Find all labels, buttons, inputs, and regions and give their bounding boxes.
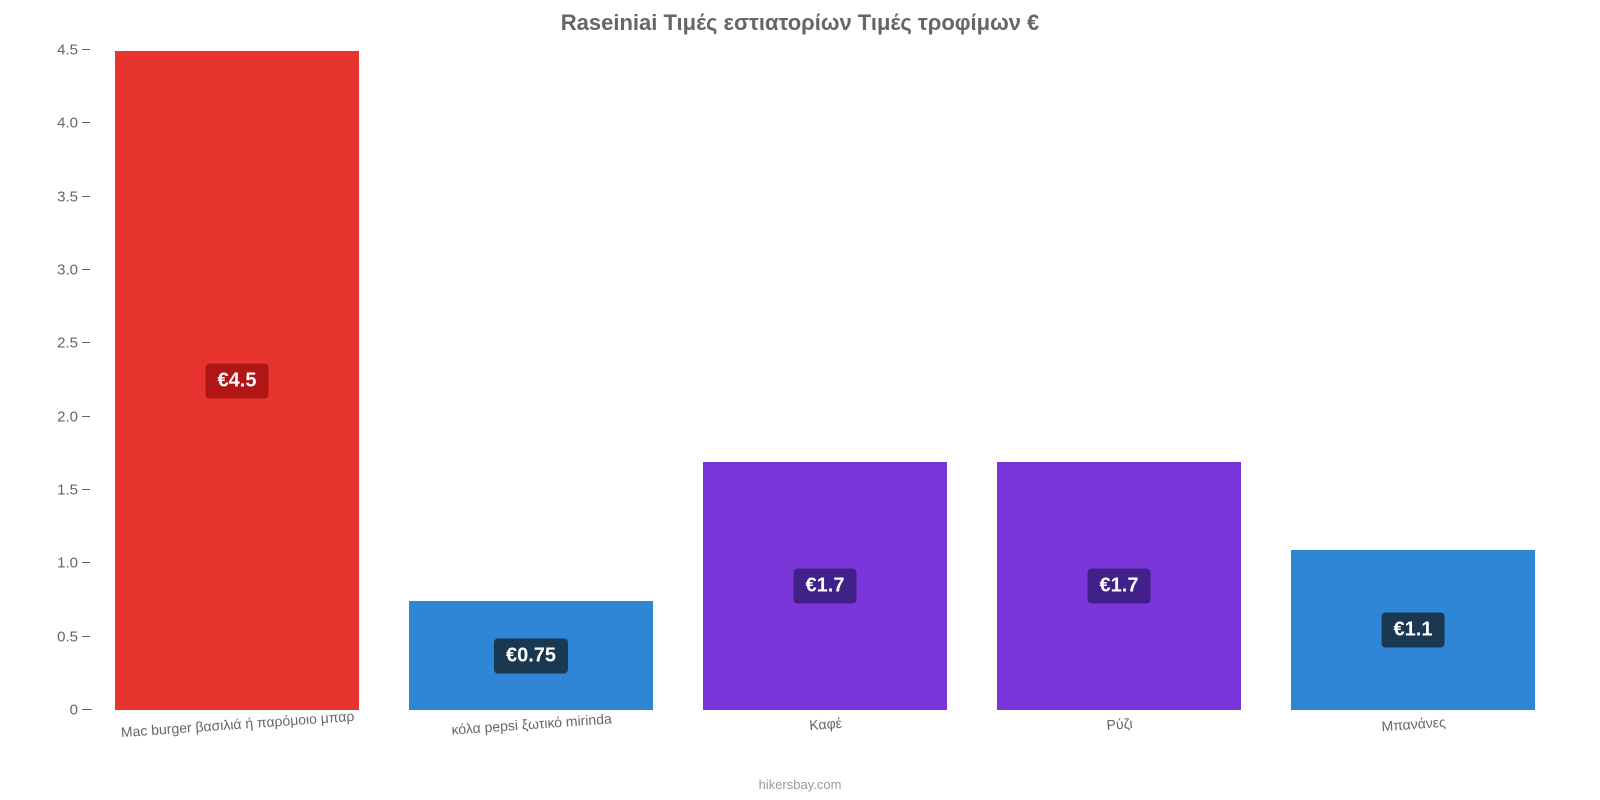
- bar: €1.1: [1290, 549, 1537, 710]
- bar: €1.7: [702, 461, 949, 710]
- x-axis-label: κόλα pepsi ξωτικό mirinda: [451, 710, 612, 737]
- y-tick-label: 0: [70, 702, 90, 719]
- bar: €1.7: [996, 461, 1243, 710]
- bar: €0.75: [408, 600, 655, 710]
- x-axis-label: Mac burger βασιλιά ή παρόμοιο μπαρ: [120, 708, 354, 740]
- x-axis-label: Ρύζι: [1106, 715, 1133, 733]
- credit-text: hikersbay.com: [759, 777, 842, 792]
- price-bar-chart: Raseiniai Τιμές εστιατορίων Τιμές τροφίμ…: [0, 0, 1600, 800]
- x-axis-label: Μπανάνες: [1381, 714, 1446, 734]
- y-tick-label: 1.5: [57, 482, 90, 499]
- y-tick-label: 1.0: [57, 555, 90, 572]
- x-label-slot: Ρύζι: [972, 710, 1266, 800]
- bar-slot: €0.75: [384, 50, 678, 710]
- x-label-slot: Mac burger βασιλιά ή παρόμοιο μπαρ: [90, 710, 384, 800]
- y-tick-label: 4.0: [57, 115, 90, 132]
- bars-area: €4.5 €0.75 €1.7 €1.7 €1.1: [90, 50, 1560, 710]
- x-label-slot: Μπανάνες: [1266, 710, 1560, 800]
- y-tick-label: 3.5: [57, 188, 90, 205]
- bar-slot: €4.5: [90, 50, 384, 710]
- plot-area: €4.5€0.75€1.7€1.7€1.1 00.51.01.52.02.53.…: [90, 50, 1560, 710]
- y-tick-label: 2.5: [57, 335, 90, 352]
- y-tick-label: 4.5: [57, 42, 90, 59]
- bar-value-label: €0.75: [494, 638, 568, 673]
- bar-value-label: €1.1: [1382, 612, 1445, 647]
- bar-value-label: €1.7: [1088, 568, 1151, 603]
- x-label-slot: κόλα pepsi ξωτικό mirinda: [384, 710, 678, 800]
- bar-slot: €1.7: [678, 50, 972, 710]
- bar-value-label: €4.5: [206, 363, 269, 398]
- y-tick-label: 0.5: [57, 628, 90, 645]
- bar: €4.5: [114, 50, 361, 710]
- x-axis-label: Καφέ: [809, 715, 843, 733]
- bar-slot: €1.1: [1266, 50, 1560, 710]
- bar-slot: €1.7: [972, 50, 1266, 710]
- chart-title: Raseiniai Τιμές εστιατορίων Τιμές τροφίμ…: [0, 0, 1600, 36]
- y-tick-label: 2.0: [57, 408, 90, 425]
- y-tick-label: 3.0: [57, 262, 90, 279]
- bar-value-label: €1.7: [794, 568, 857, 603]
